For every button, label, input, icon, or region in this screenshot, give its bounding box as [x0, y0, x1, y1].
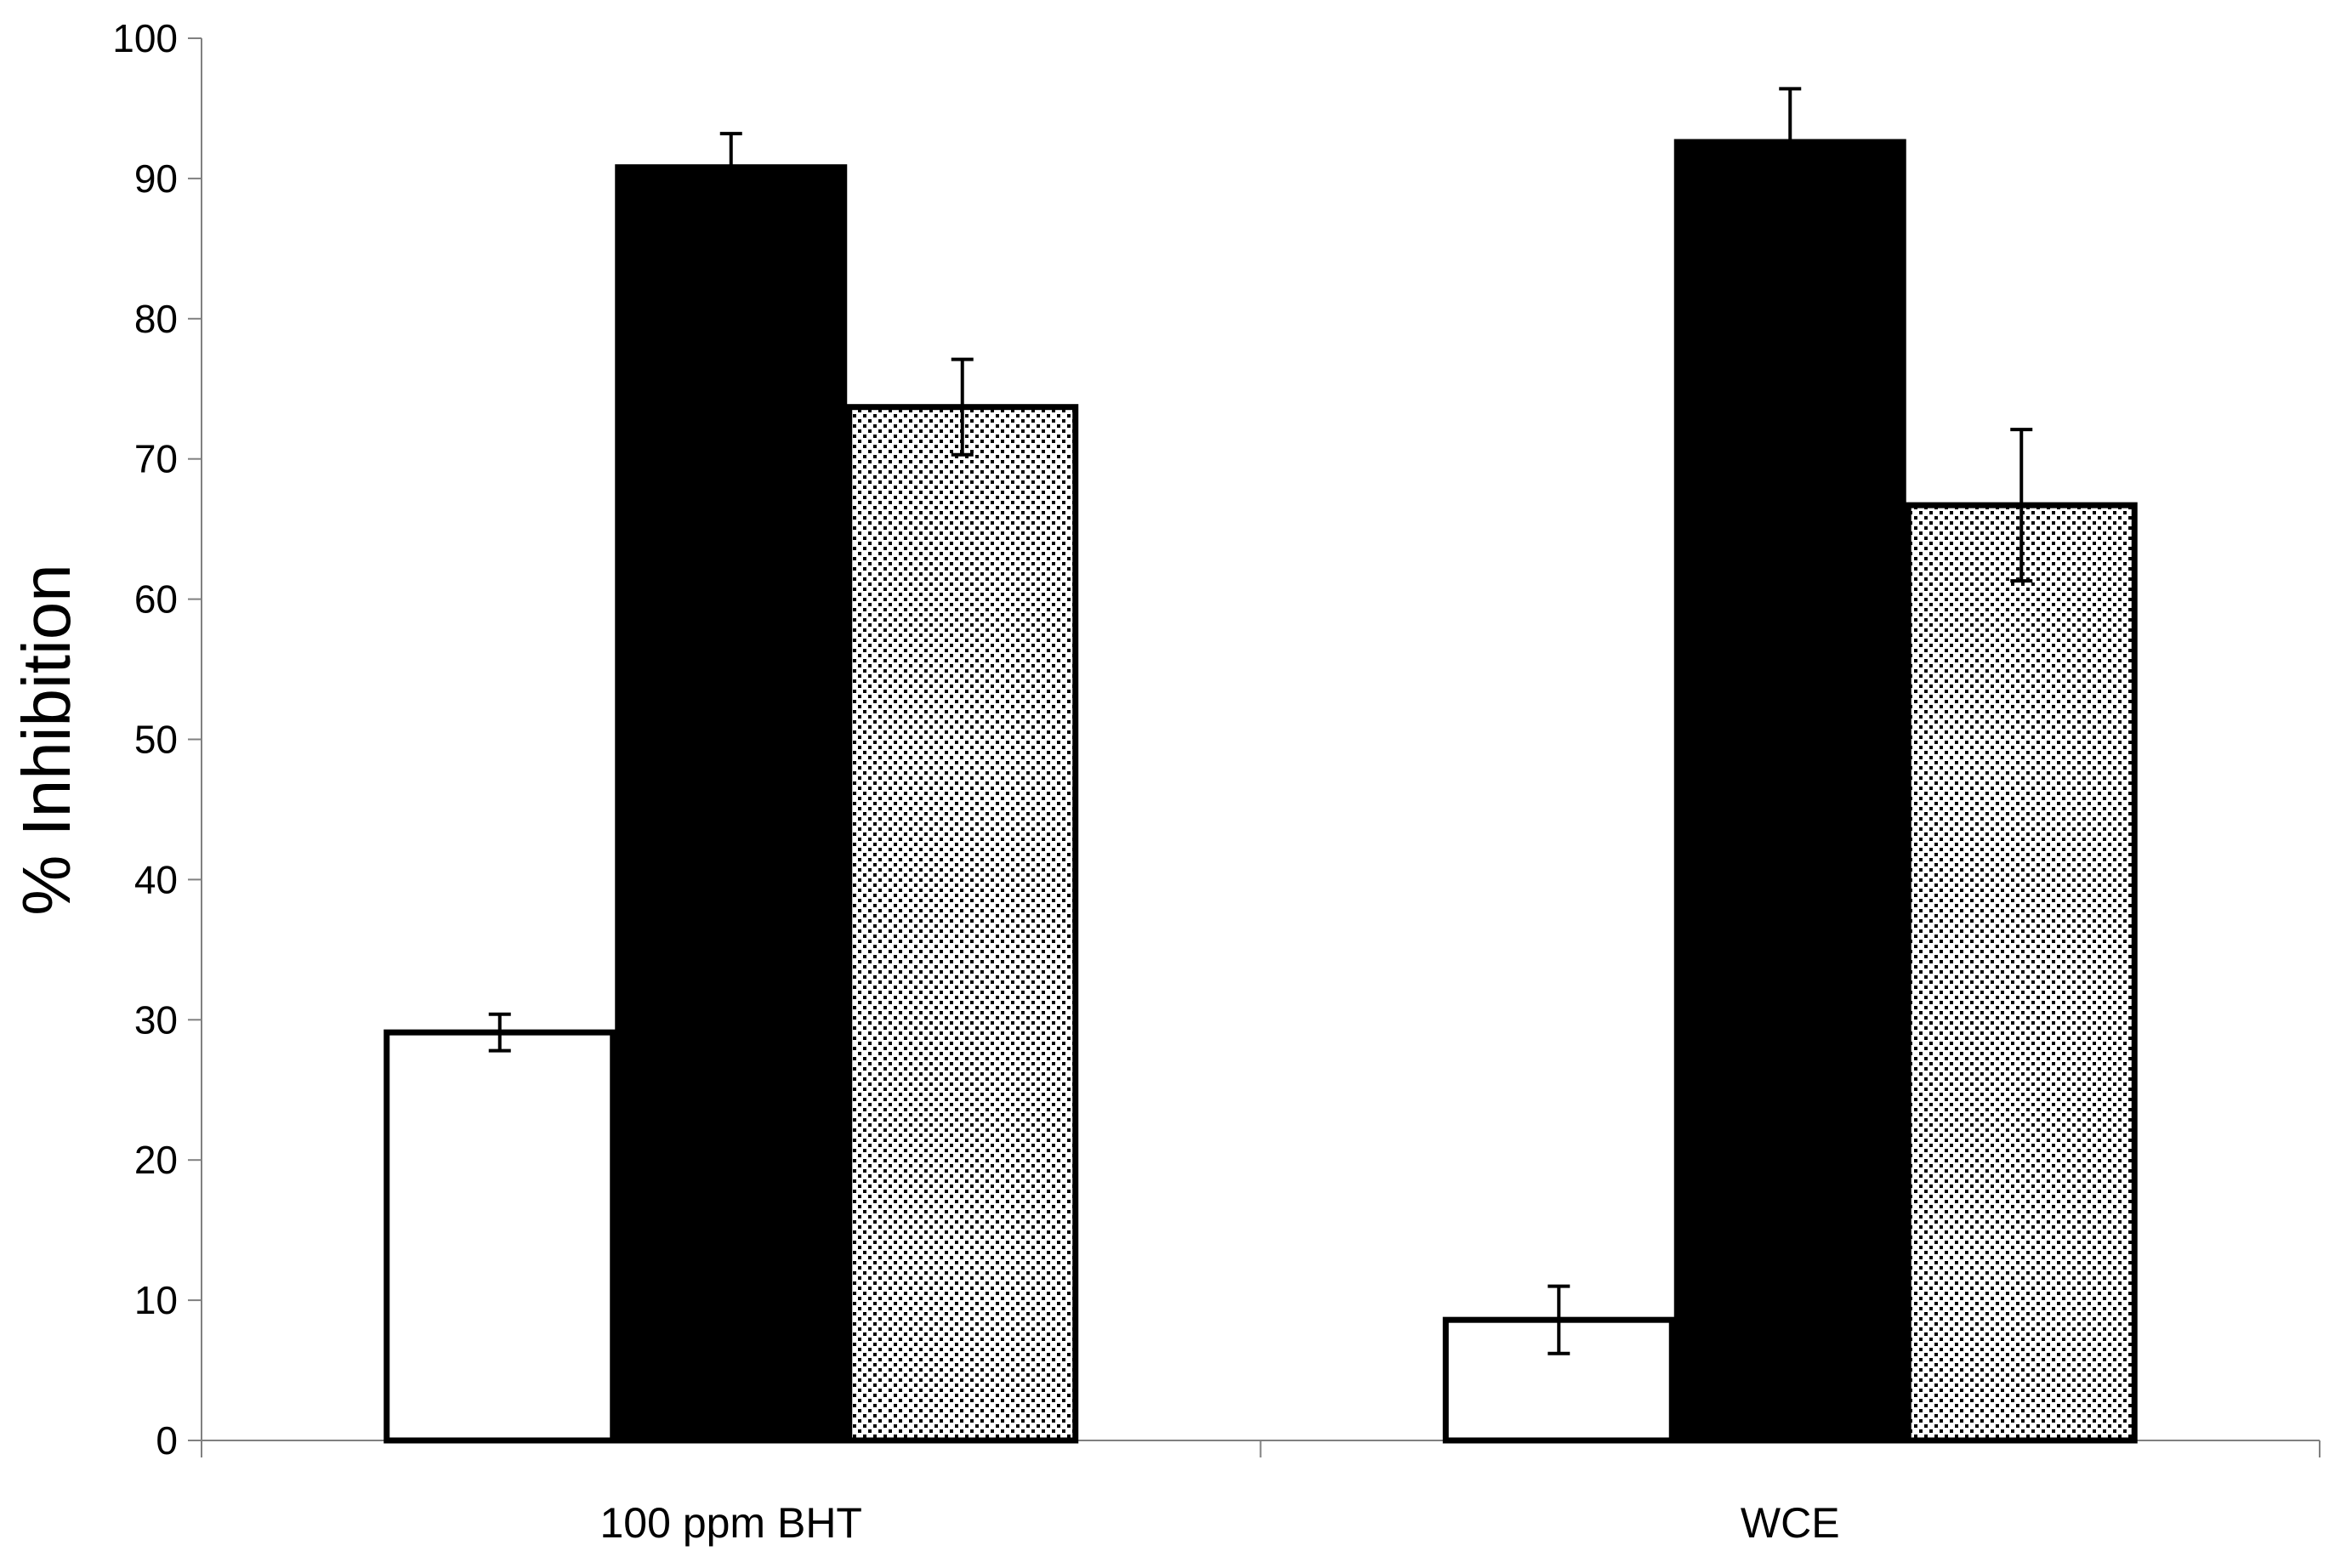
y-tick-label: 10: [134, 1278, 178, 1322]
y-tick-label: 20: [134, 1138, 178, 1182]
bar: [846, 404, 1079, 1444]
bar: [615, 164, 848, 1444]
y-tick-label: 60: [134, 577, 178, 622]
error-bars: [488, 87, 2033, 1355]
category-label: WCE: [1741, 1499, 1840, 1547]
y-axis-title: % Inhibition: [9, 564, 84, 916]
y-tick-label: 30: [134, 997, 178, 1042]
category-label: 100 ppm BHT: [600, 1499, 862, 1547]
y-tick-label: 100: [112, 16, 178, 60]
y-tick-label: 50: [134, 718, 178, 762]
axis-labels: 0 10 20 30 40 50 60 70 80 90 100 100 ppm BHT WCE: [112, 16, 1839, 1547]
bar: [1673, 139, 1906, 1444]
y-tick-label: 0: [156, 1418, 178, 1463]
bars: [383, 139, 2138, 1444]
bar: [1905, 502, 2138, 1444]
bar: [1442, 1316, 1675, 1444]
bar: [383, 1029, 616, 1444]
y-tick-label: 40: [134, 857, 178, 901]
y-tick-label: 80: [134, 297, 178, 341]
y-tick-label: 70: [134, 437, 178, 481]
y-tick-label: 90: [134, 156, 178, 201]
